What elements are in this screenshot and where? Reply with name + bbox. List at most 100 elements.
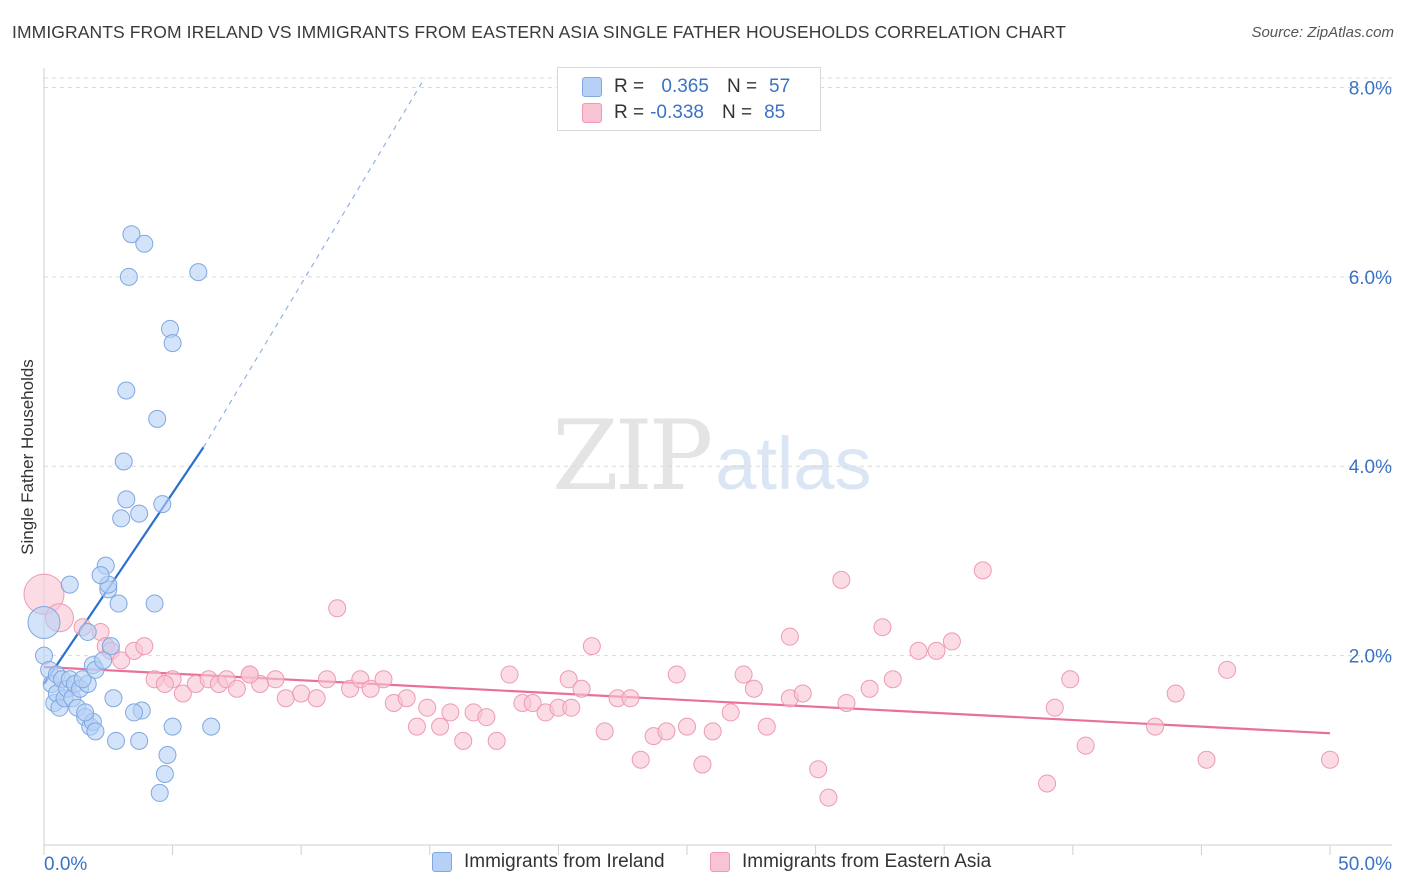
point-eastern-asia — [454, 731, 473, 750]
point-eastern-asia — [317, 670, 336, 689]
point-eastern-asia — [1061, 670, 1080, 689]
point-eastern-asia — [374, 670, 393, 689]
series-label-ireland: Immigrants from Ireland — [464, 851, 665, 872]
point-ireland — [145, 594, 164, 613]
point-eastern-asia — [559, 670, 578, 689]
point-eastern-asia — [819, 788, 838, 807]
point-eastern-asia — [927, 641, 946, 660]
point-eastern-asia — [667, 665, 686, 684]
x-tick-label: 50.0% — [1338, 854, 1392, 875]
point-eastern-asia — [572, 679, 591, 698]
point-ireland — [135, 234, 154, 253]
legend-swatch-ireland — [582, 77, 602, 97]
point-ireland — [163, 334, 182, 353]
point-ireland — [76, 703, 95, 722]
point-eastern-asia — [307, 689, 326, 708]
legend-n-label: N = — [726, 76, 758, 97]
series-swatch-eastern-asia — [710, 852, 730, 872]
point-ireland — [117, 490, 136, 509]
y-axis-title: Single Father Households — [18, 359, 37, 555]
legend-row-ireland: R = 0.365 N = 57 — [582, 75, 790, 99]
point-eastern-asia — [112, 651, 131, 670]
point-ireland — [155, 764, 174, 783]
point-eastern-asia — [837, 693, 856, 712]
point-ireland — [60, 575, 79, 594]
point-eastern-asia — [487, 731, 506, 750]
series-legend: Immigrants from Ireland Immigrants from … — [0, 851, 1406, 877]
point-ireland — [104, 689, 123, 708]
point-eastern-asia — [744, 679, 763, 698]
point-ireland — [78, 622, 97, 641]
point-eastern-asia — [328, 599, 347, 618]
point-eastern-asia — [227, 679, 246, 698]
legend-n-label: N = — [721, 102, 753, 123]
legend-swatch-eastern-asia — [582, 103, 602, 123]
point-ireland — [109, 594, 128, 613]
watermark-atlas: atlas — [715, 422, 872, 505]
source-label: Source: ZipAtlas.com — [1251, 24, 1394, 41]
point-eastern-asia — [693, 755, 712, 774]
point-eastern-asia — [418, 698, 437, 717]
point-eastern-asia — [1166, 684, 1185, 703]
point-eastern-asia — [361, 679, 380, 698]
point-ireland — [91, 566, 110, 585]
watermark: ZIPatlas — [552, 400, 872, 512]
point-ireland — [150, 783, 169, 802]
point-eastern-asia — [397, 689, 416, 708]
trend-lines — [43, 77, 1331, 735]
point-ireland — [153, 495, 172, 514]
legend-row-eastern-asia: R = -0.338 N = 85 — [582, 101, 785, 125]
point-ireland — [107, 731, 126, 750]
point-ireland — [163, 717, 182, 736]
point-eastern-asia — [292, 684, 311, 703]
y-tick-label: 4.0% — [1349, 457, 1392, 478]
legend-n-value: 57 — [769, 76, 791, 97]
point-eastern-asia — [441, 703, 460, 722]
series-legend-ireland[interactable]: Immigrants from Ireland — [432, 851, 665, 873]
series-legend-eastern-asia[interactable]: Immigrants from Eastern Asia — [710, 851, 991, 873]
chart-title: IMMIGRANTS FROM IRELAND VS IMMIGRANTS FR… — [12, 22, 1067, 42]
point-eastern-asia — [1146, 717, 1165, 736]
x-tick-label: 0.0% — [44, 854, 87, 875]
y-tick-label: 2.0% — [1349, 647, 1392, 668]
point-eastern-asia — [973, 561, 992, 580]
point-ireland — [189, 263, 208, 282]
series-swatch-ireland — [432, 852, 452, 872]
point-eastern-asia — [266, 670, 285, 689]
point-ireland — [119, 267, 138, 286]
point-eastern-asia — [595, 722, 614, 741]
y-tick-label: 8.0% — [1349, 78, 1392, 99]
point-eastern-asia — [860, 679, 879, 698]
point-ireland — [114, 452, 133, 471]
points-ireland — [27, 225, 221, 802]
point-ireland — [122, 225, 141, 244]
point-eastern-asia — [873, 618, 892, 637]
point-eastern-asia — [721, 703, 740, 722]
point-eastern-asia — [678, 717, 696, 736]
watermark-zip: ZIP — [552, 400, 713, 512]
legend-r-value: 0.365 — [656, 76, 709, 97]
point-eastern-asia — [523, 693, 542, 712]
legend-r-value: -0.338 — [650, 102, 704, 123]
point-eastern-asia — [1218, 660, 1237, 679]
point-ireland — [130, 731, 149, 750]
point-ireland — [101, 637, 120, 656]
point-eastern-asia — [631, 750, 650, 769]
point-eastern-asia — [477, 708, 496, 727]
point-eastern-asia — [1038, 774, 1057, 793]
point-ireland — [125, 703, 144, 722]
point-eastern-asia — [734, 665, 753, 684]
point-ireland — [86, 722, 105, 741]
legend-r-label: R = — [614, 102, 645, 123]
point-eastern-asia — [621, 689, 640, 708]
point-ireland — [112, 509, 131, 528]
point-eastern-asia — [832, 570, 851, 589]
point-eastern-asia — [757, 717, 776, 736]
point-ireland — [117, 381, 136, 400]
point-eastern-asia — [909, 641, 928, 660]
axes — [43, 68, 1392, 855]
point-eastern-asia — [780, 627, 799, 646]
point-eastern-asia — [135, 637, 154, 656]
points-eastern-asia — [23, 561, 1339, 807]
point-eastern-asia — [582, 637, 601, 656]
